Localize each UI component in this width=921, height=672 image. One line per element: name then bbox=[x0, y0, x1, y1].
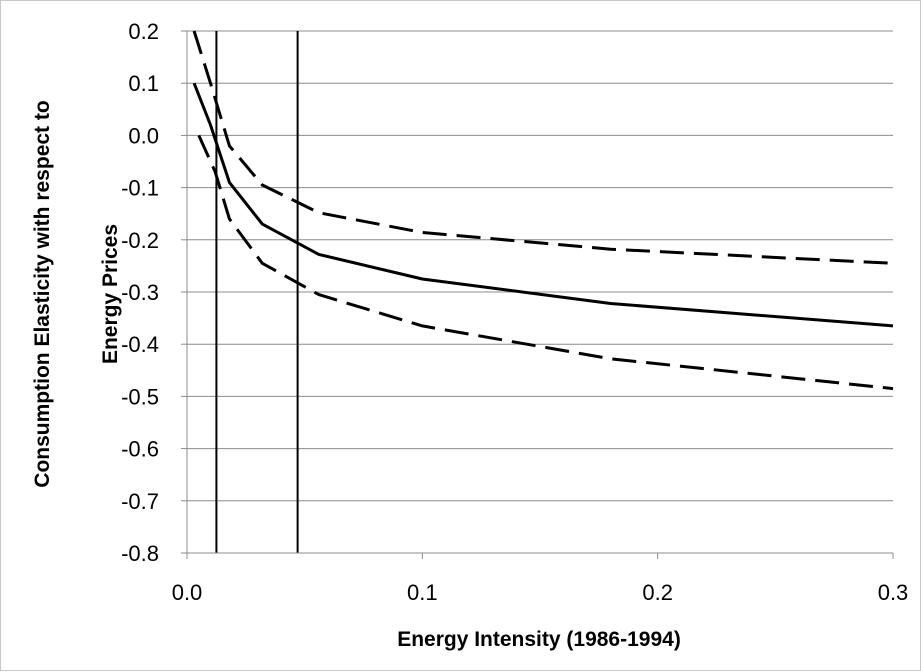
x-axis-title: Energy Intensity (1986-1994) bbox=[397, 628, 681, 651]
y-tick-label: 0.2 bbox=[128, 19, 159, 44]
y-axis-title-line1: Consumption Elasticity with respect to bbox=[31, 100, 54, 487]
series-lines bbox=[192, 30, 894, 391]
y-tick-label: -0.2 bbox=[121, 228, 159, 253]
x-tick-label: 0.0 bbox=[172, 580, 203, 605]
dashed-series-line-1 bbox=[192, 30, 894, 265]
x-tick-label: 0.1 bbox=[407, 580, 438, 605]
x-tick-labels: 0.0 0.1 0.2 0.3 bbox=[172, 580, 909, 605]
dashed-series-line-2 bbox=[197, 134, 894, 391]
y-tick-label: 0.1 bbox=[128, 71, 159, 96]
y-tick-label: -0.7 bbox=[121, 489, 159, 514]
y-tick-label: 0.0 bbox=[128, 123, 159, 148]
reference-lines bbox=[215, 31, 299, 553]
solid-series-line-0 bbox=[192, 82, 894, 328]
x-tick-label: 0.3 bbox=[878, 580, 909, 605]
y-tick-label: -0.5 bbox=[121, 384, 159, 409]
axes bbox=[186, 31, 893, 554]
y-axis-title-line2: Energy Prices bbox=[99, 224, 122, 364]
x-tick-label: 0.2 bbox=[642, 580, 673, 605]
y-tick-label: -0.8 bbox=[121, 541, 159, 566]
y-tick-label: -0.1 bbox=[121, 176, 159, 201]
y-tick-label: -0.6 bbox=[121, 437, 159, 462]
y-tick-label: -0.3 bbox=[121, 280, 159, 305]
y-tick-label: -0.4 bbox=[121, 332, 159, 357]
y-tick-labels: 0.2 0.1 0.0 -0.1 -0.2 -0.3 -0.4 -0.5 -0.6 -0.7 -0.… bbox=[121, 19, 159, 566]
